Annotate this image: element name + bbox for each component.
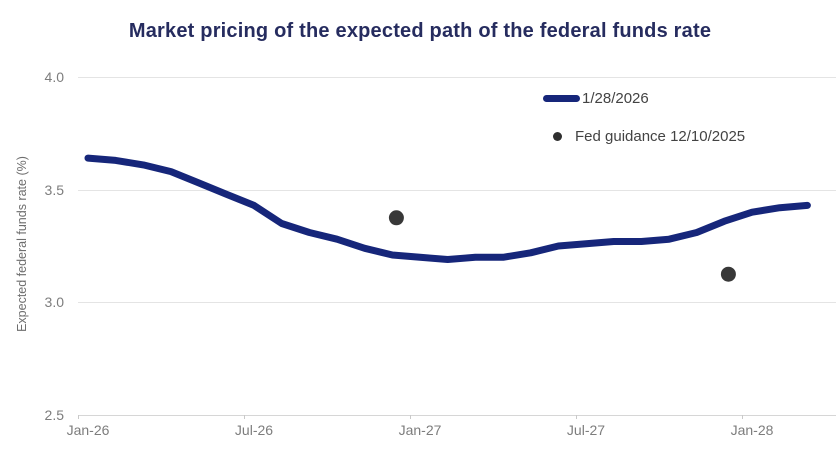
legend-line-label: 1/28/2026: [582, 90, 649, 107]
y-tick-label: 3.5: [44, 182, 64, 198]
x-axis-tick-mark: [742, 415, 743, 419]
x-axis-tick-mark: [244, 415, 245, 419]
x-axis-tick-mark: [410, 415, 411, 419]
x-tick-label: Jan-27: [398, 422, 442, 438]
x-tick-label: Jan-28: [730, 422, 774, 438]
y-tick-label: 4.0: [44, 69, 64, 85]
x-tick-label: Jul-26: [234, 422, 274, 438]
legend-item-line: 1/28/2026: [543, 90, 649, 107]
dot-series-swatch-icon: [553, 132, 562, 141]
chart-title: Market pricing of the expected path of t…: [128, 20, 712, 42]
fed-guidance-dot: [720, 266, 736, 282]
legend-item-dot: Fed guidance 12/10/2025: [553, 128, 745, 145]
y-gridline: [78, 190, 836, 191]
y-gridline: [78, 302, 836, 303]
line-series-swatch-icon: [543, 95, 580, 102]
x-axis-tick-mark: [576, 415, 577, 419]
market-pricing-line: [84, 154, 811, 263]
x-tick-label: Jan-26: [66, 422, 110, 438]
fed-guidance-dot: [388, 210, 404, 226]
legend-dot-label: Fed guidance 12/10/2025: [575, 128, 746, 145]
y-tick-label: 2.5: [44, 407, 64, 423]
x-axis-line: [78, 415, 836, 416]
y-tick-label: 3.0: [44, 294, 64, 310]
x-axis-tick-mark: [78, 415, 79, 419]
x-tick-label: Jul-27: [566, 422, 606, 438]
y-gridline: [78, 77, 836, 78]
